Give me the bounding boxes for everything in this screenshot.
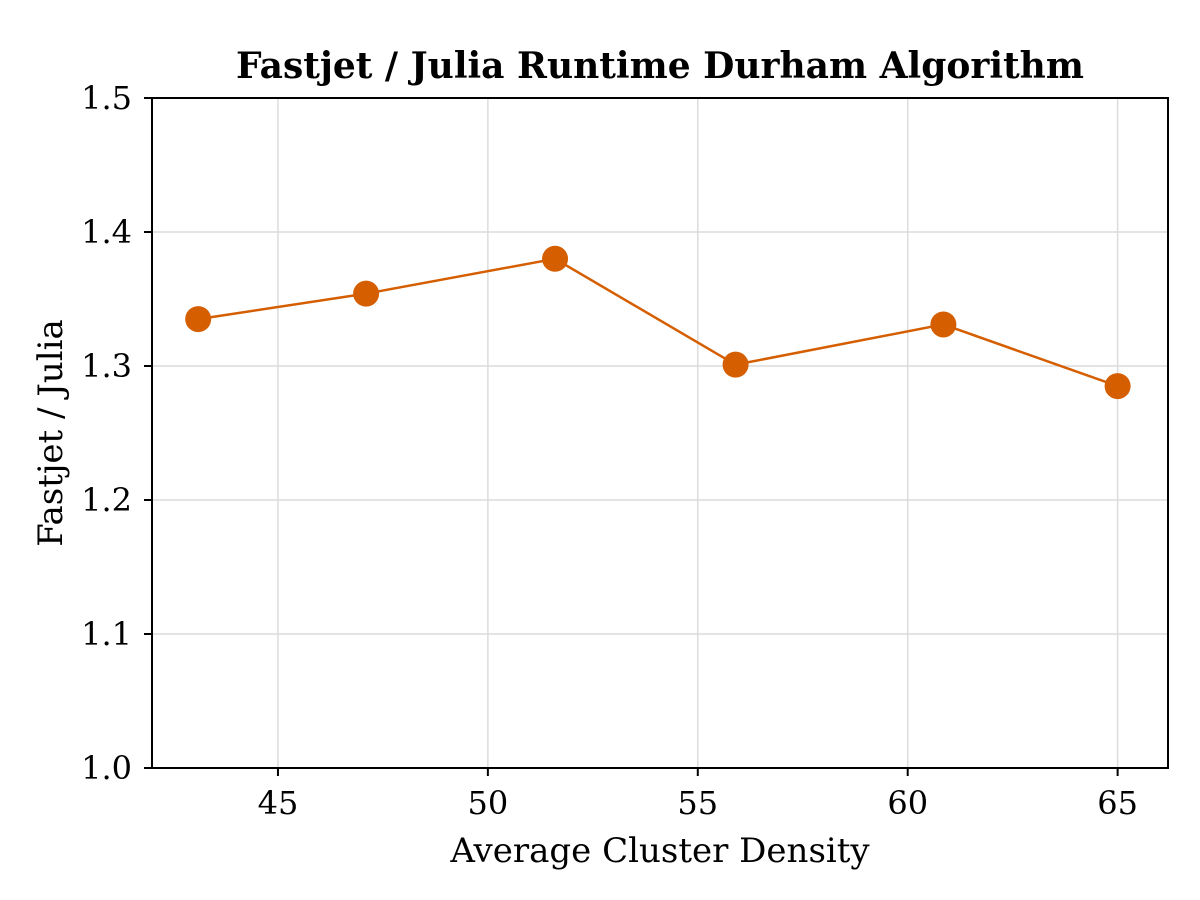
y-tick-label: 1.5	[81, 79, 132, 117]
plot-frame	[151, 97, 1169, 769]
series-layer	[185, 245, 1131, 400]
data-point	[185, 306, 212, 333]
data-point	[542, 245, 569, 272]
y-tick-label: 1.3	[81, 347, 132, 385]
data-point	[353, 280, 380, 307]
grid	[152, 98, 1168, 768]
y-axis-label: Fastjet / Julia	[31, 319, 71, 547]
y-tick-label: 1.1	[81, 615, 132, 653]
data-point	[722, 351, 749, 378]
data-point	[1104, 373, 1131, 400]
x-tick-label: 50	[468, 784, 509, 822]
y-tick-label: 1.2	[81, 481, 132, 519]
x-axis-label: Average Cluster Density	[449, 831, 870, 871]
series-line	[197, 257, 1119, 388]
x-tick-label: 45	[258, 784, 299, 822]
axis-ticks: 45 50 55 60 65 1.0 1.1 1.2 1.3 1.4 1.5	[81, 79, 1138, 822]
chart-title: Fastjet / Julia Runtime Durham Algorithm	[236, 45, 1084, 87]
y-tick-label: 1.4	[81, 213, 132, 251]
x-tick-label: 65	[1097, 784, 1138, 822]
data-point	[930, 311, 957, 338]
x-tick-label: 55	[677, 784, 718, 822]
y-tick-label: 1.0	[81, 749, 132, 787]
x-tick-label: 60	[887, 784, 928, 822]
